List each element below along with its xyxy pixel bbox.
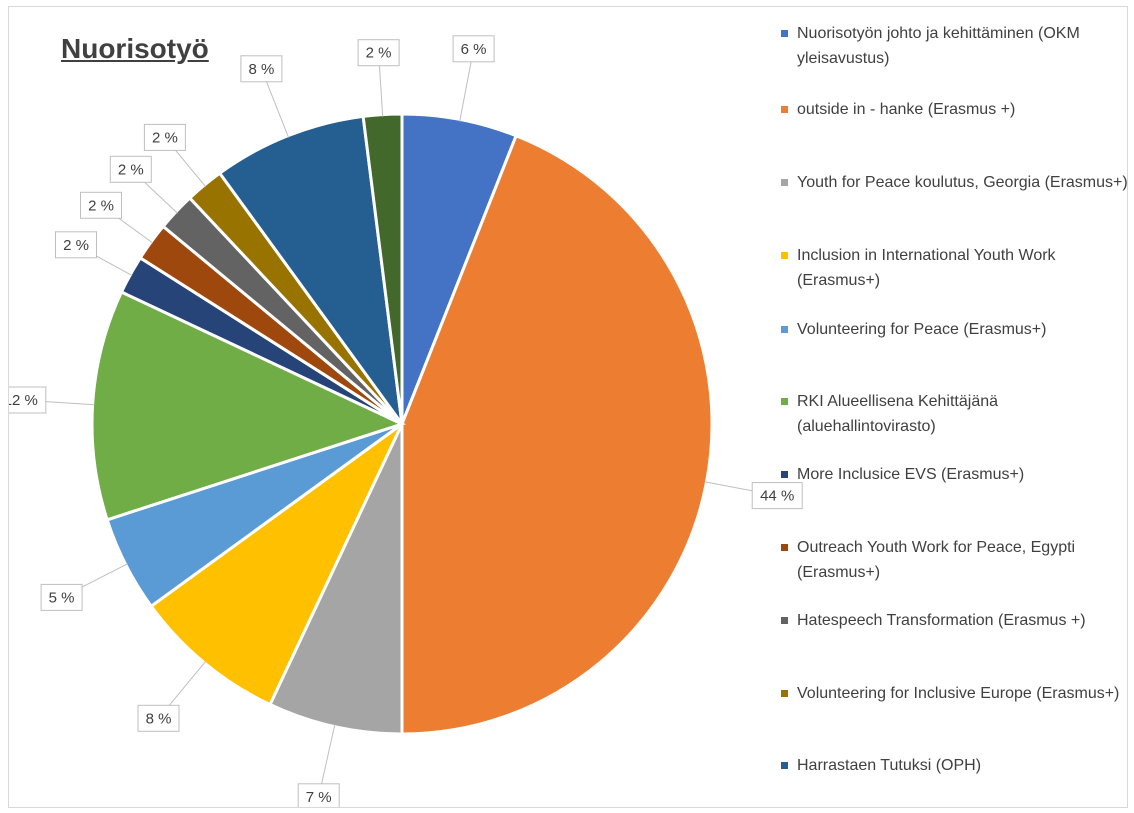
data-label-box [55,231,97,259]
legend-label: Youth for Peace koulutus, Georgia (Erasm… [797,174,1128,191]
data-label-box [240,55,283,83]
legend-label: Outreach Youth Work for Peace, Egypti (E… [797,539,1076,581]
chart-frame: Nuorisotyö 6 % 44 % 7 % 8 % 5 % 12 % 2 % 2 % 2 %… [8,6,1128,808]
legend-swatch [781,326,788,333]
pie-labels: 6 % 44 % 7 % 8 % 5 % 12 % 2 % 2 % 2 % 2 % 8 % 2 % [9,35,803,807]
data-label: 7 % [306,789,332,806]
data-label: 8 % [248,61,274,78]
legend-swatch [781,471,788,478]
legend-label: Volunteering for Peace (Erasmus+) [797,321,1047,338]
legend-swatch [781,252,788,259]
legend-item: Volunteering for Peace (Erasmus+) [779,317,1129,342]
data-label: 2 % [63,237,89,254]
data-label: 44 % [760,488,794,505]
data-label: 12 % [9,392,38,409]
data-label: 6 % [461,41,487,58]
pie-chart: 6 % 44 % 7 % 8 % 5 % 12 % 2 % 2 % 2 % 2 % 8 % 2 % [9,35,803,807]
legend-label: More Inclusice EVS (Erasmus+) [797,466,1025,483]
data-label-box [137,704,180,732]
data-label: 2 % [366,45,392,62]
data-label-box [80,191,122,219]
legend-item: Harrastaen Tutuksi (OPH) [779,753,1129,778]
data-label-box [9,386,47,414]
legend-item: Inclusion in International Youth Work (E… [779,243,1129,293]
legend-swatch [781,179,788,186]
data-label-box [40,583,83,611]
legend-swatch [781,762,788,769]
data-label-box [452,35,495,63]
data-label: 8 % [146,710,172,727]
legend-item: Youth for Peace koulutus, Georgia (Erasm… [779,170,1129,195]
legend-item: RKI Alueellisena Kehittäjänä (aluehallin… [779,389,1129,439]
data-label: 2 % [88,197,114,214]
data-label-box [109,155,152,183]
legend-swatch [781,106,788,113]
legend-item: Nuorisotyön johto ja kehittäminen (OKM y… [779,21,1129,71]
data-label: 5 % [49,589,75,606]
data-label-box [297,783,340,807]
legend-swatch [781,30,788,37]
legend-label: RKI Alueellisena Kehittäjänä (aluehallin… [797,393,999,435]
legend-swatch [781,617,788,624]
legend-item: Volunteering for Inclusive Europe (Erasm… [779,681,1129,706]
legend-swatch [781,398,788,405]
legend-label: Harrastaen Tutuksi (OPH) [797,757,982,774]
data-label-box [357,39,400,67]
legend-label: Volunteering for Inclusive Europe (Erasm… [797,685,1120,702]
data-label: 2 % [152,129,178,146]
legend-item: outside in - hanke (Erasmus +) [779,97,1129,122]
legend-label: Hatespeech Transformation (Erasmus +) [797,612,1086,629]
legend-label: Nuorisotyön johto ja kehittäminen (OKM y… [797,25,1080,67]
legend-swatch [781,690,788,697]
legend-swatch [781,544,788,551]
pie-slices [90,112,714,736]
data-label-box [143,123,186,151]
legend-label: outside in - hanke (Erasmus +) [797,101,1016,118]
legend-item: Hatespeech Transformation (Erasmus +) [779,608,1129,633]
legend-item: More Inclusice EVS (Erasmus+) [779,462,1129,487]
legend-label: Inclusion in International Youth Work (E… [797,247,1056,289]
data-label: 2 % [118,161,144,178]
data-label-box [751,482,803,510]
legend-item: Outreach Youth Work for Peace, Egypti (E… [779,535,1129,585]
chart-title: Nuorisotyö [61,33,209,64]
